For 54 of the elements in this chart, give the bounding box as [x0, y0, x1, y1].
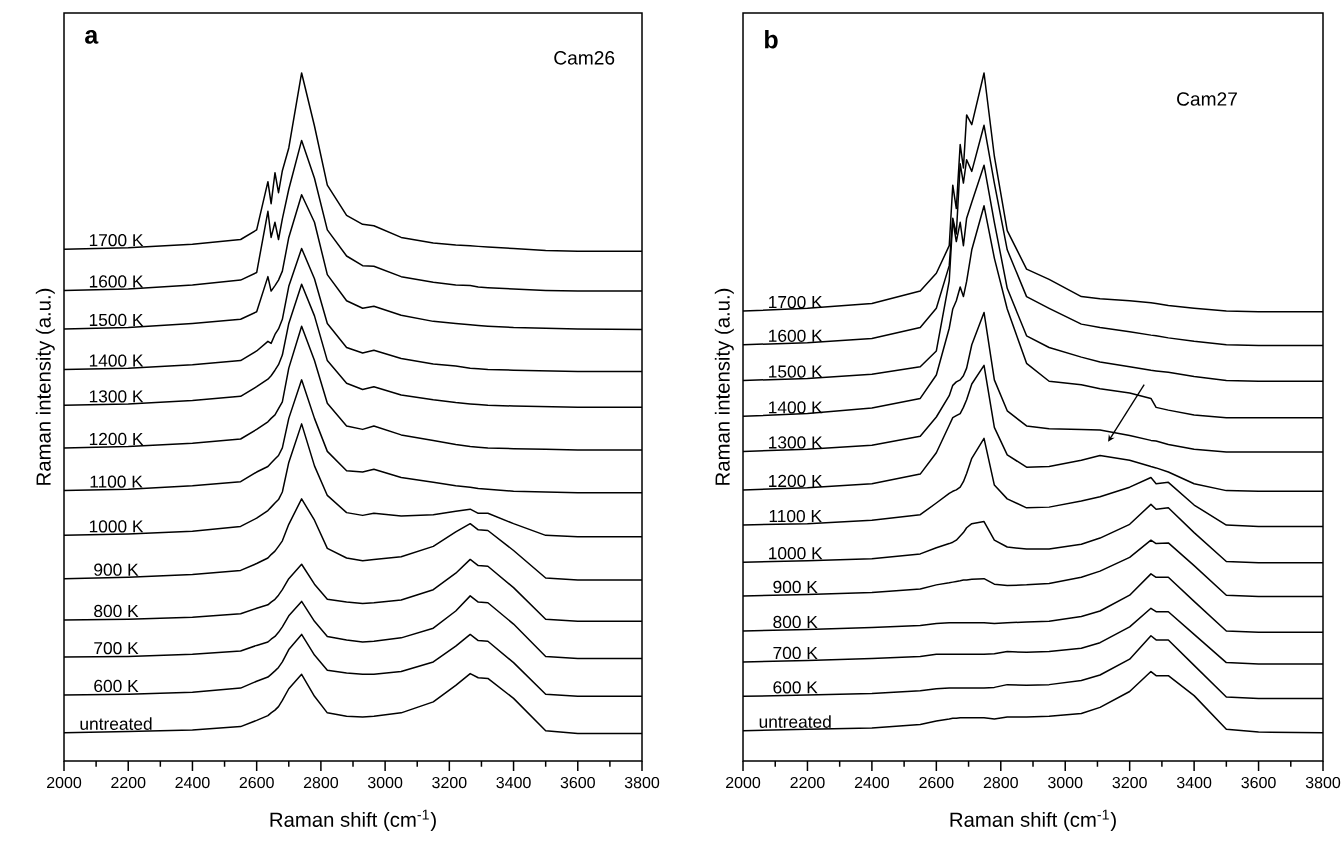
x-tick-label: 3800	[624, 776, 660, 789]
x-tick-label: 3200	[432, 776, 467, 789]
chart-title: a	[85, 30, 99, 44]
x-tick-label: 3800	[1305, 776, 1341, 789]
x-tick-label: 2400	[854, 776, 890, 789]
series-label: 1700 K	[89, 234, 144, 247]
series-label: 1200 K	[769, 474, 823, 488]
series-label: 800 K	[773, 615, 818, 629]
series-label: 1500 K	[769, 365, 823, 378]
x-tick-label: 2800	[983, 776, 1018, 789]
x-tick-label: 2400	[175, 776, 210, 789]
x-tick-label: 2000	[726, 776, 761, 789]
series-label: untreated	[759, 715, 831, 728]
x-tick-label: 3400	[1176, 776, 1212, 789]
series-label: 1400 K	[89, 354, 144, 367]
series-label: 1400 K	[769, 401, 823, 414]
series-label: 1300 K	[769, 436, 823, 449]
x-tick-label: 3000	[1048, 776, 1083, 789]
y-axis-title: Raman intensity (a.u.)	[714, 288, 734, 485]
x-tick-label: 3400	[496, 776, 531, 789]
x-tick-label: 3200	[1112, 776, 1147, 789]
series-label: 600 K	[773, 681, 818, 694]
x-tick-label: 2800	[303, 776, 339, 789]
y-axis-title: Raman intensity (a.u.)	[35, 288, 55, 485]
series-label: 700 K	[94, 642, 139, 655]
x-tick-label: 3000	[367, 776, 403, 789]
series-label: 1100 K	[769, 509, 822, 523]
x-tick-label: 2600	[919, 776, 954, 789]
x-axis-title: Raman shift (cm$^{-1}$)	[270, 809, 436, 831]
series-label: 1000 K	[769, 547, 823, 560]
series-label: 900 K	[94, 563, 139, 576]
series-label: untreated	[80, 717, 152, 730]
x-tick-label: 3600	[1241, 776, 1276, 789]
series-label: 1200 K	[89, 432, 144, 446]
x-tick-label: 2200	[111, 776, 146, 789]
series-label: 1000 K	[89, 520, 144, 533]
series-label: 600 K	[94, 679, 139, 693]
series-label: 1600 K	[89, 275, 144, 288]
series-label: 1300 K	[89, 390, 144, 403]
chart-title: b	[765, 30, 778, 49]
series-label: 800 K	[94, 604, 139, 618]
series-label: 700 K	[773, 646, 818, 660]
text: Cam26	[554, 51, 615, 65]
series-label: 1100 K	[90, 475, 143, 488]
series-label: 1500 K	[89, 313, 144, 327]
series-label: 1700 K	[769, 295, 823, 309]
x-axis-title: Raman shift (cm$^{-1}$)	[950, 809, 1116, 831]
x-tick-label: 3600	[560, 776, 595, 789]
series-label: 1600 K	[769, 329, 823, 342]
x-tick-label: 2600	[239, 776, 274, 789]
x-tick-label: 2000	[47, 776, 82, 789]
annotation: Cam27	[1177, 92, 1237, 106]
x-tick-label: 2200	[790, 776, 825, 789]
series-label: 900 K	[773, 580, 818, 594]
